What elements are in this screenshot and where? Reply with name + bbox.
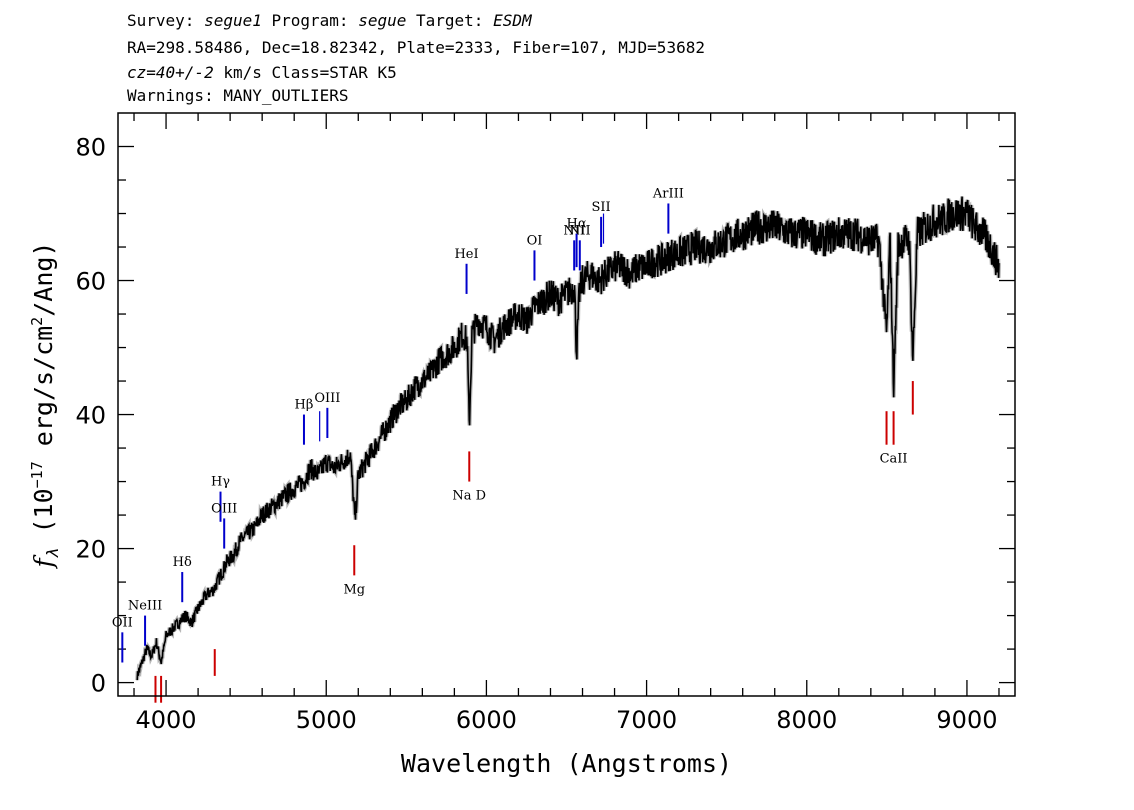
y-title-mid: erg/s/cm (29, 326, 58, 461)
survey-label: Survey: (127, 11, 205, 30)
axis-ticks (118, 113, 1015, 696)
x-tick-label: 9000 (936, 706, 997, 734)
redshift-value: cz=40+/-2 (127, 63, 214, 82)
line-label-oiii-5007: OIII (314, 391, 340, 406)
y-tick-label: 20 (75, 536, 106, 564)
y-title-lambda: λ (43, 549, 62, 559)
spectrum-error-band (135, 196, 1001, 681)
line-label-nii-6583: NII (569, 223, 591, 238)
line-label-h-alpha: Hα (567, 217, 587, 232)
line-label-caii-8542: CaII (880, 452, 908, 467)
line-label-h-delta: Hδ (173, 555, 192, 570)
line-label-oiii-4363: OIII (211, 501, 237, 516)
spectrum-line (136, 196, 1000, 681)
x-axis-title: Wavelength (Angstroms) (401, 749, 732, 778)
plot-frame (117, 112, 1016, 697)
header-line-4: Warnings: MANY_OUTLIERS (127, 86, 349, 105)
y-title-f: f (29, 554, 58, 569)
line-label-h-beta: Hβ (295, 398, 314, 413)
header-line-3: cz=40+/-2 km/s Class=STAR K5 (127, 62, 397, 84)
line-label-hei: HeI (454, 247, 478, 262)
line-label-sii-6716: SII (592, 200, 611, 215)
target-value: ESDM (493, 11, 532, 30)
x-tick-label: 6000 (456, 706, 517, 734)
y-title-open: (10 (29, 488, 58, 548)
y-tick-label: 60 (75, 268, 106, 296)
class-info: km/s Class=STAR K5 (213, 63, 397, 82)
x-tick-label: 4000 (136, 706, 197, 734)
target-label: Target: (406, 11, 494, 30)
header-line-2: RA=298.58486, Dec=18.82342, Plate=2333, … (127, 38, 705, 57)
header-line-1: Survey: segue1 Program: segue Target: ES… (127, 10, 532, 32)
line-label-ariii: ArIII (652, 186, 684, 201)
x-tick-label: 8000 (776, 706, 837, 734)
line-label-nii-6548: NII (563, 223, 585, 238)
y-tick-label: 80 (75, 134, 106, 162)
line-label-na-d: Na D (452, 489, 486, 504)
y-tick-label: 40 (75, 402, 106, 430)
survey-value: segue1 (204, 11, 262, 30)
program-value: segue (358, 11, 407, 30)
line-label-oi: OI (527, 233, 543, 248)
y-tick-label: 0 (91, 670, 106, 698)
y-title-exp2: 2 (28, 317, 46, 326)
line-label-h-gamma: Hγ (211, 475, 230, 490)
y-title-close: /Ang) (29, 242, 58, 317)
line-label-oii: OII (112, 615, 133, 630)
y-axis-title: fλ (10−17 erg/s/cm2/Ang) (28, 242, 62, 570)
y-title-exp1: −17 (28, 461, 46, 488)
line-label-mg: Mg (343, 582, 365, 597)
x-tick-label: 7000 (616, 706, 677, 734)
program-label: Program: (261, 11, 359, 30)
x-tick-label: 5000 (296, 706, 357, 734)
tick-labels: 4000 5000 6000 7000 8000 9000 0 20 40 60 80 (75, 134, 997, 734)
line-label-neiii: NeIII (128, 599, 162, 614)
